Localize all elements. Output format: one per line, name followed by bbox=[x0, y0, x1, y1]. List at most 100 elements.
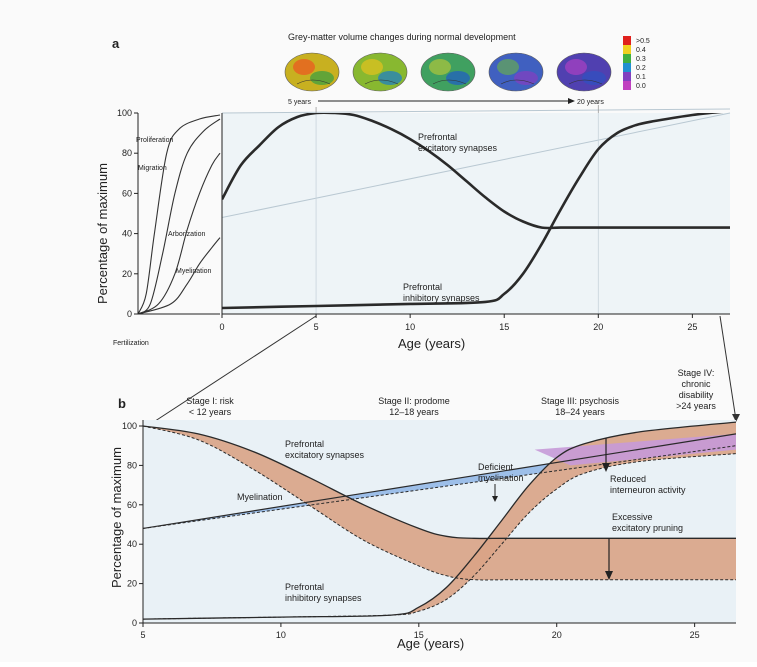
colorbar-label: 0.0 bbox=[636, 83, 646, 90]
panel-a-letter: a bbox=[112, 36, 120, 51]
panel-b-xtick-label: 5 bbox=[140, 630, 145, 640]
stage-1-line-2: < 12 years bbox=[189, 407, 232, 417]
colorbar-swatch bbox=[623, 54, 631, 63]
stage-3-line-1: Stage III: psychosis bbox=[541, 396, 620, 406]
colorbar-swatch bbox=[623, 72, 631, 81]
label-deficient-2: myelination bbox=[478, 473, 524, 483]
stage-1-line-1: Stage I: risk bbox=[186, 396, 234, 406]
colorbar-label: 0.3 bbox=[636, 56, 646, 63]
strip-start-label: 5 years bbox=[288, 99, 311, 106]
panel-a-xtick-label: 20 bbox=[593, 322, 603, 332]
label-arborization: Arborization bbox=[168, 231, 205, 238]
line-inhibitory-lower bbox=[143, 453, 736, 620]
panel-b-axes: 0 20 40 60 80 100 5 10 15 20 25 bbox=[122, 420, 736, 640]
stage-4-line-1: Stage IV: bbox=[678, 368, 715, 378]
panel-a-ylabel: Percentage of maximum bbox=[95, 163, 110, 304]
deficient-arrow-head bbox=[492, 496, 498, 502]
panel-a-ytick-label: 80 bbox=[122, 148, 132, 158]
prenatal-curve-myelination bbox=[137, 237, 221, 315]
stage-3-line-2: 18–24 years bbox=[555, 407, 605, 417]
strip-title: Grey-matter volume changes during normal… bbox=[288, 32, 516, 42]
strip-end-label: 20 years bbox=[577, 99, 604, 106]
panel-b-ytick-label: 20 bbox=[127, 579, 137, 589]
label-b-inhibitory-2: inhibitory synapses bbox=[285, 593, 362, 603]
brain-1 bbox=[284, 52, 340, 92]
zoom-line-left bbox=[145, 315, 317, 428]
panel-b-ytick-label: 100 bbox=[122, 421, 137, 431]
line-excitatory-lower bbox=[143, 425, 736, 581]
colorbar-label: 0.4 bbox=[636, 47, 646, 54]
colorbar-swatch bbox=[623, 45, 631, 54]
line-excitatory-upper bbox=[143, 425, 736, 540]
panel-a-reference-line bbox=[221, 108, 731, 114]
zoom-arrow-right bbox=[732, 414, 740, 422]
colorbar-label: 0.2 bbox=[636, 65, 646, 72]
label-b-inhibitory-1: Prefrontal bbox=[285, 582, 324, 592]
curve-excitatory bbox=[222, 113, 730, 230]
panel-b-xtick-label: 20 bbox=[552, 630, 562, 640]
panel-b-xtick-label: 25 bbox=[690, 630, 700, 640]
stage-4-line-3: disability bbox=[679, 390, 714, 400]
label-migration: Migration bbox=[138, 165, 167, 172]
panel-a-xtick-label: 10 bbox=[405, 322, 415, 332]
label-b-myelination: Myelination bbox=[237, 492, 283, 502]
panel-a-xtick-label: 5 bbox=[314, 322, 319, 332]
curve-inhibitory bbox=[222, 113, 724, 310]
label-a-excitatory-2: excitatory synapses bbox=[418, 143, 498, 153]
label-pruning-2: excitatory pruning bbox=[612, 523, 683, 533]
label-reduced-2: interneuron activity bbox=[610, 485, 686, 495]
panel-b-ytick-label: 0 bbox=[132, 618, 137, 628]
colorbar-swatch bbox=[623, 63, 631, 72]
panel-a-ytick-label: 20 bbox=[122, 269, 132, 279]
panel-b-ylabel: Percentage of maximum bbox=[109, 447, 124, 588]
panel-a-reference-line bbox=[221, 112, 731, 219]
panel-a-ytick-label: 60 bbox=[122, 188, 132, 198]
panel-a-axes: 0 20 40 60 80 100 0 5 10 15 20 25 bbox=[117, 108, 730, 332]
prenatal-curve-arborization bbox=[137, 152, 221, 315]
prenatal-curve-proliferation bbox=[137, 114, 221, 315]
panel-b-xtick-label: 15 bbox=[414, 630, 424, 640]
brain-3 bbox=[420, 52, 476, 92]
label-reduced-1: Reduced bbox=[610, 474, 646, 484]
panel-a-xtick-label: 15 bbox=[499, 322, 509, 332]
brain-2 bbox=[352, 52, 408, 92]
panel-a-ytick-label: 0 bbox=[127, 309, 132, 319]
panel-a-ytick-label: 100 bbox=[117, 108, 132, 118]
label-myelination-a: Myelination bbox=[176, 268, 212, 275]
stage-2-line-2: 12–18 years bbox=[389, 407, 439, 417]
label-deficient-1: Deficient bbox=[478, 462, 514, 472]
label-b-excitatory-2: excitatory synapses bbox=[285, 450, 365, 460]
panel-a-xlabel: Age (years) bbox=[398, 336, 465, 351]
panel-a-ytick-label: 40 bbox=[122, 229, 132, 239]
fertilization-label: Fertilization bbox=[113, 340, 149, 347]
panel-b-letter: b bbox=[118, 396, 126, 411]
label-a-inhibitory-2: inhibitory synapses bbox=[403, 293, 480, 303]
panel-a-prenatal-curves bbox=[137, 113, 221, 315]
panel-a-curves bbox=[222, 113, 730, 310]
label-a-inhibitory-1: Prefrontal bbox=[403, 282, 442, 292]
panel-a-grid bbox=[221, 105, 731, 314]
zoom-line-right bbox=[719, 315, 737, 421]
panel-b-ytick-label: 60 bbox=[127, 500, 137, 510]
panel-a-xtick-label: 0 bbox=[219, 322, 224, 332]
colorbar-label: >0.5 bbox=[636, 38, 650, 45]
brain-4 bbox=[488, 52, 544, 92]
colorbar-swatch bbox=[623, 81, 631, 90]
colorbar: >0.5 0.4 0.3 0.2 0.1 0.0 bbox=[623, 36, 650, 90]
stage-4-line-4: >24 years bbox=[676, 401, 716, 411]
label-a-excitatory-1: Prefrontal bbox=[418, 132, 457, 142]
panel-b-bands bbox=[143, 421, 736, 620]
band-excitatory bbox=[143, 426, 736, 580]
label-b-excitatory-1: Prefrontal bbox=[285, 439, 324, 449]
panel-b-ytick-label: 40 bbox=[127, 539, 137, 549]
line-myelination-upper bbox=[143, 433, 736, 530]
prenatal-curve-migration bbox=[137, 118, 221, 315]
brain-5 bbox=[556, 52, 612, 92]
label-pruning-1: Excessive bbox=[612, 512, 653, 522]
panel-a-xtick-label: 25 bbox=[687, 322, 697, 332]
reduced-arrow-head bbox=[602, 463, 610, 472]
strip-arrow-head bbox=[568, 98, 575, 104]
band-inhibitory bbox=[143, 422, 736, 620]
stage-4-line-2: chronic bbox=[681, 379, 711, 389]
